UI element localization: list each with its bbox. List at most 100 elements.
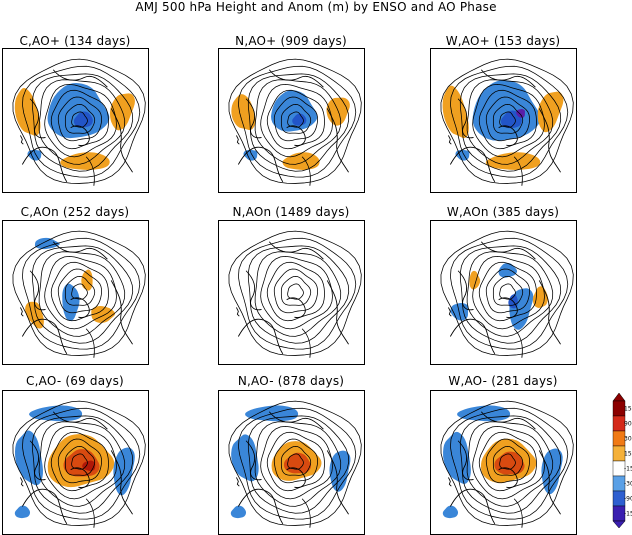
coastline (237, 318, 284, 355)
map-graphic (12, 230, 146, 358)
height-contour (472, 425, 545, 500)
coastline (448, 477, 452, 487)
coastline (449, 146, 496, 183)
height-contour (450, 65, 569, 178)
positive-anomaly-region (231, 94, 256, 131)
height-contour (247, 415, 350, 514)
height-contour (280, 445, 312, 476)
positive-anomaly-region (110, 93, 135, 131)
panel-title: C,AO- (69 days) (26, 374, 124, 388)
figure-title: AMJ 500 hPa Height and Anom (m) by ENSO … (135, 0, 497, 14)
height-contour (273, 96, 318, 142)
coastline (286, 297, 306, 318)
map-graphic (228, 58, 362, 186)
height-contour (228, 58, 362, 184)
coastline (498, 125, 518, 146)
coastline (110, 280, 133, 345)
positive-anomaly-region (81, 269, 93, 291)
very-strong-positive-anomaly-region (82, 460, 96, 472)
height-contour (228, 400, 362, 526)
height-contour (12, 230, 146, 356)
height-contour (260, 83, 333, 158)
map-layer (440, 230, 574, 358)
height-contour (254, 251, 342, 337)
height-contour (266, 261, 325, 322)
map-panel (2, 220, 149, 365)
positive-anomaly-region (442, 85, 469, 139)
map-panel (218, 48, 365, 193)
coastline (326, 108, 349, 173)
negative-anomaly-region (29, 405, 83, 422)
coastline (457, 440, 474, 481)
height-contour (12, 58, 146, 184)
height-contour (71, 111, 88, 128)
height-contour (450, 407, 569, 520)
coastline (457, 98, 474, 139)
colorbar-tick-label: -30 (624, 480, 632, 487)
coastline (448, 135, 452, 145)
height-contour (440, 58, 574, 184)
height-contour (478, 431, 537, 492)
height-contour (287, 111, 304, 128)
negative-anomaly-region (62, 283, 80, 322)
map-layer (12, 230, 146, 358)
height-contour (280, 103, 312, 134)
coastline (85, 498, 95, 528)
height-contour (492, 103, 524, 134)
coastline (245, 270, 262, 311)
height-contour (238, 407, 357, 520)
colorbar-tick-label: 150 (624, 405, 632, 412)
coastline (513, 498, 523, 528)
map-graphic (440, 230, 574, 358)
coastline (326, 450, 349, 515)
height-contour (273, 268, 318, 314)
colorbar-graphic (612, 392, 626, 529)
coastline (236, 135, 240, 145)
panel-title: C,AO+ (134 days) (19, 34, 131, 48)
panel-title: W,AOn (385 days) (446, 205, 560, 219)
height-contour (466, 251, 554, 337)
height-contour (499, 111, 516, 128)
coastline (513, 156, 523, 186)
positive-anomaly-region (91, 305, 116, 323)
height-contour (478, 261, 537, 322)
coastline (480, 241, 536, 260)
coastline (21, 318, 68, 355)
coastline (268, 69, 324, 88)
coastline (480, 69, 536, 88)
negative-anomaly-region (245, 405, 299, 422)
colorbar-tick-label: 30 (624, 435, 632, 442)
coastline (449, 318, 496, 355)
height-contour (266, 89, 325, 150)
coastline (538, 280, 561, 345)
height-contour (478, 89, 537, 150)
height-contour (64, 275, 96, 306)
map-layer (228, 230, 362, 358)
height-contour (22, 407, 141, 520)
height-contour (12, 400, 146, 526)
colorbar (610, 392, 630, 529)
height-contour (57, 96, 102, 142)
height-contour (266, 431, 325, 492)
map-panel (218, 220, 365, 365)
coastline (52, 69, 108, 88)
map-layer (228, 400, 362, 528)
height-contour (450, 237, 569, 350)
map-panel (2, 48, 149, 193)
map-graphic (228, 230, 362, 358)
height-contour (260, 425, 333, 500)
height-contour (260, 255, 333, 330)
coastline (326, 280, 349, 345)
colorbar-top-arrow (612, 392, 626, 402)
coastline (268, 241, 324, 260)
coastline (20, 135, 24, 145)
coastline (286, 467, 306, 488)
height-contour (64, 103, 96, 134)
coastline (245, 440, 262, 481)
map-panel (218, 390, 365, 535)
map-layer (440, 400, 574, 528)
height-contour (485, 96, 530, 142)
strong-negative-anomaly-region (73, 111, 93, 128)
coastline (268, 411, 324, 430)
negative-anomaly-region (231, 434, 259, 482)
